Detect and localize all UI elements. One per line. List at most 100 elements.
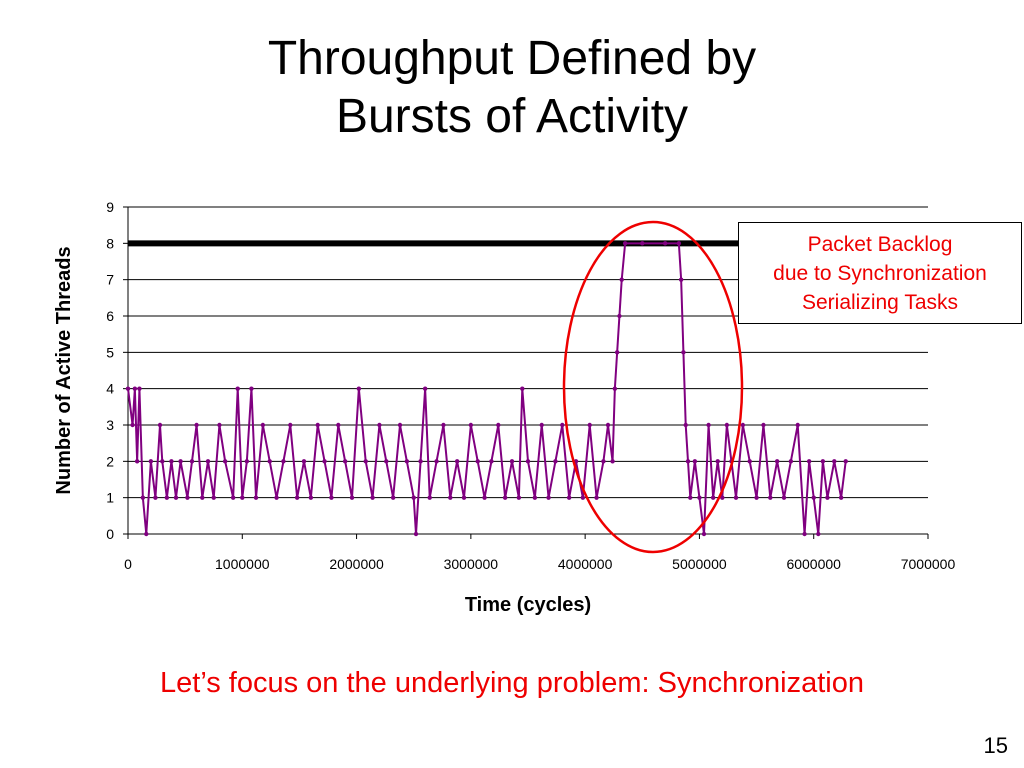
data-point <box>594 495 599 500</box>
data-point <box>701 531 707 537</box>
data-point <box>605 422 611 428</box>
data-point <box>125 386 131 391</box>
data-point <box>560 422 565 428</box>
y-tick-label: 0 <box>106 526 114 542</box>
data-point <box>774 459 780 464</box>
data-point <box>553 459 558 464</box>
data-point <box>838 495 844 500</box>
y-tick-label: 2 <box>106 453 114 469</box>
data-point <box>249 386 254 391</box>
data-point <box>294 495 300 500</box>
data-point <box>754 495 759 500</box>
data-point <box>178 459 183 464</box>
slide-title: Throughput Defined by Bursts of Activity <box>0 30 1024 146</box>
data-point <box>768 495 773 500</box>
data-point <box>397 422 403 428</box>
data-point <box>509 459 515 464</box>
slide-title-line2: Bursts of Activity <box>335 90 689 143</box>
data-point <box>411 495 416 500</box>
data-point <box>614 350 620 355</box>
page-number: 15 <box>983 733 1008 758</box>
x-tick-label: 7000000 <box>901 556 956 572</box>
data-point <box>520 386 525 391</box>
x-tick-label: 4000000 <box>558 556 613 572</box>
data-point <box>475 459 480 464</box>
data-point <box>516 495 522 500</box>
data-point <box>434 459 439 464</box>
x-tick-label: 5000000 <box>672 556 727 572</box>
data-point <box>532 495 538 500</box>
data-point <box>610 459 615 464</box>
data-point <box>788 459 794 464</box>
data-point <box>802 531 807 537</box>
data-point <box>322 459 327 464</box>
data-point <box>806 459 812 464</box>
data-point <box>601 459 606 464</box>
data-point <box>747 459 752 464</box>
data-point <box>843 459 848 464</box>
data-point <box>390 495 396 500</box>
x-tick-label: 2000000 <box>329 556 384 572</box>
data-point <box>688 495 693 500</box>
data-point <box>132 386 138 391</box>
data-point <box>580 495 586 500</box>
data-point <box>253 495 259 500</box>
data-point <box>349 495 355 500</box>
data-point <box>489 459 494 464</box>
data-point <box>130 422 135 428</box>
data-point <box>441 422 446 428</box>
data-point <box>740 422 746 428</box>
data-point <box>205 459 211 464</box>
data-point <box>832 459 837 464</box>
data-point <box>761 422 766 428</box>
data-point <box>211 495 216 500</box>
data-point <box>134 459 140 464</box>
data-point <box>422 386 428 391</box>
highlight-ellipse <box>562 220 744 554</box>
data-point <box>678 277 684 282</box>
data-point <box>468 422 474 428</box>
data-point <box>240 495 245 500</box>
x-tick-label: 1000000 <box>215 556 270 572</box>
data-point <box>260 422 266 428</box>
data-point <box>566 495 572 500</box>
data-point <box>715 459 720 464</box>
x-tick-label: 3000000 <box>444 556 499 572</box>
callout-line1: Packet Backlog <box>807 233 953 256</box>
data-point <box>308 495 314 500</box>
data-point <box>427 495 432 500</box>
data-point <box>200 495 205 500</box>
data-point <box>363 459 368 464</box>
y-tick-label: 9 <box>106 199 114 215</box>
y-tick-label: 7 <box>106 272 114 288</box>
data-point <box>617 313 622 319</box>
data-point <box>683 422 688 428</box>
data-point <box>539 422 544 428</box>
data-point <box>315 422 320 428</box>
data-point <box>662 241 668 246</box>
data-point <box>288 422 293 428</box>
data-point <box>244 459 250 464</box>
data-point <box>448 495 453 500</box>
data-point <box>619 277 624 282</box>
data-point <box>222 459 228 464</box>
slide-title-line1: Throughput Defined by <box>267 32 757 85</box>
data-point <box>217 422 222 428</box>
y-tick-label: 4 <box>106 381 114 397</box>
x-axis-title: Time (cycles) <box>465 594 591 616</box>
data-point <box>502 495 508 500</box>
data-point <box>811 495 816 500</box>
data-point <box>720 495 725 500</box>
data-point <box>144 531 149 537</box>
data-point <box>404 459 410 464</box>
data-point <box>697 495 702 500</box>
packet-backlog-callout: Packet Backlog due to Synchronization Se… <box>738 222 1022 324</box>
data-point <box>795 422 800 428</box>
data-point <box>153 495 158 500</box>
data-point <box>164 495 170 500</box>
callout-line2: due to Synchronization <box>773 262 987 285</box>
data-point <box>676 241 682 246</box>
data-point <box>825 495 830 500</box>
data-point <box>685 459 691 464</box>
